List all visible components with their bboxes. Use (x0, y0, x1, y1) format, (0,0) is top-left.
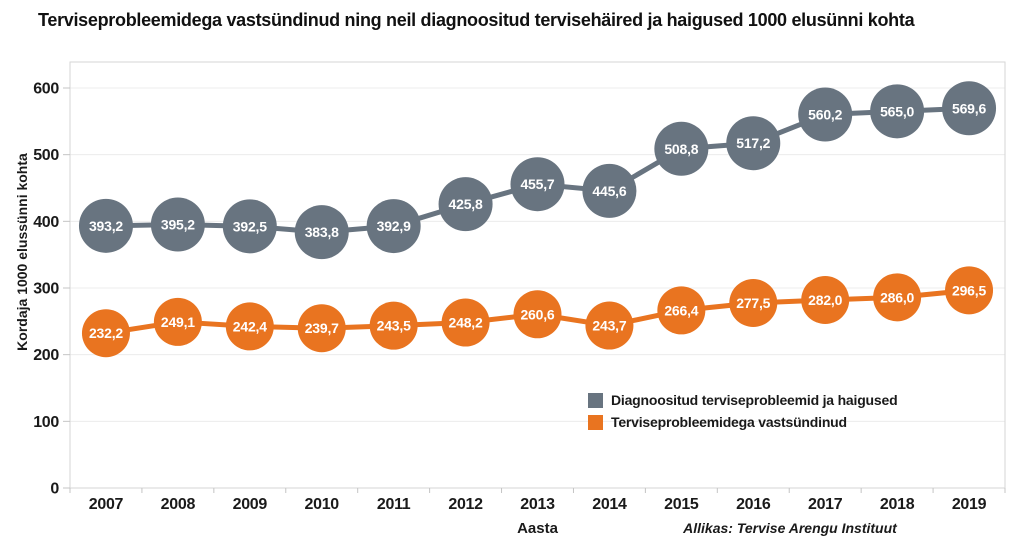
data-point (297, 304, 346, 353)
data-point (729, 279, 778, 327)
y-tick-label: 200 (33, 347, 59, 364)
x-tick-label: 2018 (880, 496, 915, 513)
x-tick-label: 2016 (736, 496, 771, 513)
data-point (726, 116, 781, 171)
legend-swatch-orange (588, 414, 603, 430)
data-label: 508,8 (664, 141, 698, 157)
data-label: 560,2 (808, 107, 842, 123)
x-tick-label: 2011 (377, 496, 411, 513)
data-point (510, 157, 565, 212)
x-tick-label: 2013 (520, 496, 555, 513)
data-point (870, 84, 925, 139)
data-point (366, 199, 421, 254)
data-point (369, 301, 418, 350)
data-label: 243,5 (377, 318, 411, 334)
legend: Diagnoositud terviseprobleemid ja haigus… (588, 392, 898, 430)
data-label: 242,4 (233, 318, 267, 334)
data-label: 517,2 (736, 135, 770, 151)
x-tick-label: 2019 (952, 496, 987, 513)
data-point (441, 298, 490, 347)
data-point (153, 297, 202, 346)
x-tick-label: 2014 (592, 496, 627, 513)
data-point (78, 198, 133, 253)
data-point (294, 205, 349, 260)
data-point (945, 266, 994, 315)
data-label: 455,7 (520, 176, 554, 192)
y-tick-label: 300 (33, 281, 59, 298)
data-label: 266,4 (664, 302, 698, 318)
data-label: 260,6 (520, 306, 554, 322)
data-label: 565,0 (880, 103, 914, 119)
data-point (582, 163, 637, 218)
data-label: 395,2 (161, 217, 195, 233)
data-label: 445,6 (592, 183, 626, 199)
source-note: Allikas: Tervise Arengu Instituut (683, 520, 897, 536)
data-point (798, 87, 853, 142)
data-label: 393,2 (89, 218, 123, 234)
data-point (513, 290, 562, 339)
data-point (225, 302, 274, 351)
data-point (654, 121, 709, 176)
x-tick-label: 2017 (808, 496, 843, 513)
y-tick-label: 400 (33, 214, 59, 231)
data-point (657, 286, 706, 335)
data-point (801, 276, 850, 324)
x-tick-label: 2009 (233, 496, 268, 513)
data-point (438, 177, 493, 232)
data-label: 425,8 (449, 196, 483, 212)
legend-item-diagnosed: Diagnoositud terviseprobleemid ja haigus… (588, 392, 898, 408)
y-tick-label: 500 (33, 147, 59, 164)
y-tick-label: 600 (33, 81, 59, 98)
data-label: 243,7 (592, 318, 626, 334)
data-label: 569,6 (952, 100, 986, 116)
y-tick-label: 0 (50, 481, 59, 498)
data-point (81, 309, 130, 358)
data-label: 249,1 (161, 314, 195, 330)
x-tick-label: 2010 (305, 496, 340, 513)
data-point (585, 301, 634, 350)
data-label: 282,0 (808, 292, 842, 308)
legend-item-newborns: Terviseprobleemidega vastsündinud (588, 414, 897, 430)
legend-label-newborns: Terviseprobleemidega vastsündinud (611, 414, 847, 430)
plot-border (69, 61, 1006, 489)
chart-title: Terviseprobleemidega vastsündinud ning n… (38, 10, 915, 30)
data-label: 248,2 (449, 315, 483, 331)
legend-swatch-gray (588, 392, 603, 408)
x-tick-label: 2015 (664, 496, 699, 513)
data-point (150, 197, 205, 252)
data-point (873, 273, 922, 322)
x-axis-label: Aasta (517, 520, 558, 537)
data-label: 232,2 (89, 325, 123, 341)
data-point (942, 81, 997, 136)
legend-label-diagnosed: Diagnoositud terviseprobleemid ja haigus… (611, 392, 898, 408)
data-point (222, 199, 277, 254)
data-label: 277,5 (736, 295, 770, 311)
data-label: 239,7 (305, 320, 339, 336)
data-label: 392,9 (377, 218, 411, 234)
data-label: 296,5 (952, 282, 986, 298)
y-tick-label: 100 (33, 414, 59, 431)
data-label: 392,5 (233, 218, 267, 234)
x-tick-label: 2008 (161, 496, 196, 513)
x-tick-label: 2007 (89, 496, 124, 513)
x-tick-label: 2012 (448, 496, 483, 513)
data-label: 383,8 (305, 224, 339, 240)
data-label: 286,0 (880, 289, 914, 305)
